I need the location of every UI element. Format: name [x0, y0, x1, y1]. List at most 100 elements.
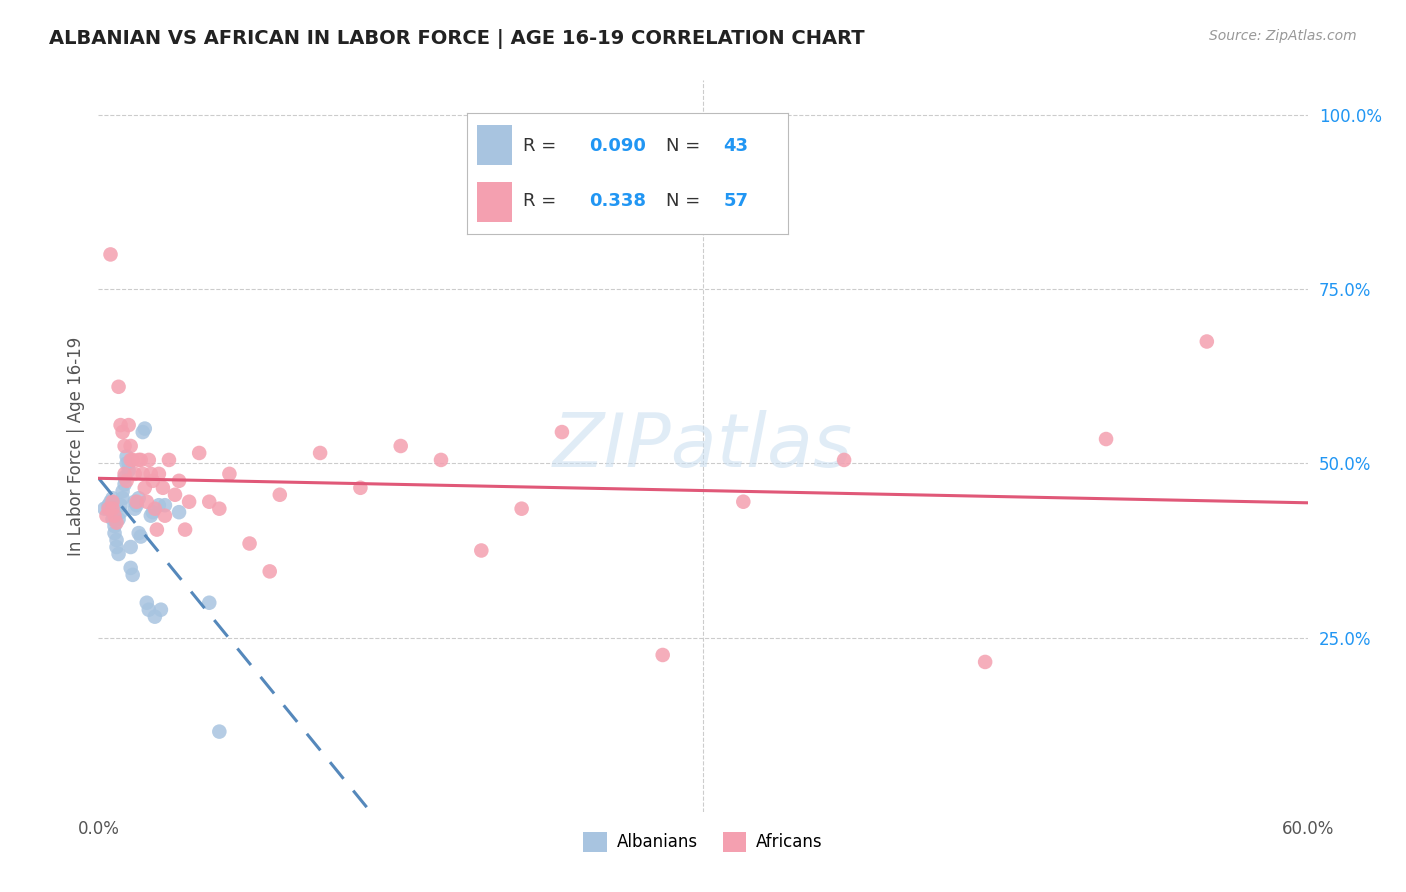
Point — [105, 540, 128, 554]
Point — [107, 380, 129, 394]
Point — [97, 498, 120, 512]
Point — [115, 450, 138, 464]
Point — [100, 247, 122, 261]
Point — [132, 467, 155, 481]
Point — [143, 609, 166, 624]
Point — [198, 596, 221, 610]
Point — [142, 505, 165, 519]
Point — [120, 453, 142, 467]
Point — [101, 501, 124, 516]
Point — [120, 540, 142, 554]
Point — [269, 488, 291, 502]
Point — [142, 474, 165, 488]
Point — [96, 508, 118, 523]
Point — [114, 467, 136, 481]
Point — [146, 523, 169, 537]
Point — [111, 425, 134, 439]
Legend: Albanians, Africans: Albanians, Africans — [576, 826, 830, 858]
Point — [110, 498, 132, 512]
Point — [124, 494, 146, 508]
Point — [128, 526, 150, 541]
Point — [128, 491, 150, 506]
Point — [149, 603, 172, 617]
Point — [167, 474, 190, 488]
Point — [651, 648, 673, 662]
Point — [105, 533, 128, 547]
Point — [110, 418, 132, 433]
Point — [198, 494, 221, 508]
Point — [309, 446, 332, 460]
Point — [105, 516, 128, 530]
Point — [174, 523, 197, 537]
Point — [135, 494, 157, 508]
Point — [97, 501, 120, 516]
Point — [93, 501, 115, 516]
Y-axis label: In Labor Force | Age 16-19: In Labor Force | Age 16-19 — [66, 336, 84, 556]
Point — [101, 491, 124, 506]
Point — [118, 418, 141, 433]
Point — [139, 508, 162, 523]
Point — [111, 484, 134, 499]
Point — [124, 501, 146, 516]
Point — [163, 488, 186, 502]
Point — [100, 494, 122, 508]
Point — [208, 724, 231, 739]
Point — [1195, 334, 1218, 349]
Point — [121, 567, 143, 582]
Point — [101, 512, 124, 526]
Point — [139, 467, 162, 481]
Point — [167, 505, 190, 519]
Point — [114, 470, 136, 484]
Point — [124, 467, 146, 481]
Point — [510, 501, 533, 516]
Point — [349, 481, 371, 495]
Point — [148, 467, 170, 481]
Point — [179, 494, 201, 508]
Point — [430, 453, 453, 467]
Point — [153, 508, 176, 523]
Point — [832, 453, 855, 467]
Point — [103, 519, 125, 533]
Point — [114, 439, 136, 453]
Point — [259, 565, 281, 579]
Point — [101, 494, 124, 508]
Point — [107, 547, 129, 561]
Point — [389, 439, 412, 453]
Point — [148, 498, 170, 512]
Point — [143, 501, 166, 516]
Point — [114, 477, 136, 491]
Point — [121, 453, 143, 467]
Point — [138, 453, 160, 467]
Point — [188, 446, 211, 460]
Point — [129, 453, 152, 467]
Point — [218, 467, 240, 481]
Point — [132, 425, 155, 439]
Point — [118, 457, 141, 471]
Point — [103, 526, 125, 541]
Point — [138, 603, 160, 617]
Point — [125, 494, 148, 508]
Text: Source: ZipAtlas.com: Source: ZipAtlas.com — [1209, 29, 1357, 43]
Point — [110, 505, 132, 519]
Point — [157, 453, 180, 467]
Point — [118, 463, 141, 477]
Point — [120, 561, 142, 575]
Point — [153, 498, 176, 512]
Point — [152, 481, 174, 495]
Point — [107, 512, 129, 526]
Point — [115, 457, 138, 471]
Text: ZIPatlas: ZIPatlas — [553, 410, 853, 482]
Point — [120, 439, 142, 453]
Point — [125, 498, 148, 512]
Point — [129, 530, 152, 544]
Point — [1095, 432, 1118, 446]
Text: ALBANIAN VS AFRICAN IN LABOR FORCE | AGE 16-19 CORRELATION CHART: ALBANIAN VS AFRICAN IN LABOR FORCE | AGE… — [49, 29, 865, 48]
Point — [134, 481, 156, 495]
Point — [103, 508, 125, 523]
Point — [135, 596, 157, 610]
Point — [208, 501, 231, 516]
Point — [239, 536, 262, 550]
Point — [551, 425, 574, 439]
Point — [470, 543, 492, 558]
Point — [111, 491, 134, 506]
